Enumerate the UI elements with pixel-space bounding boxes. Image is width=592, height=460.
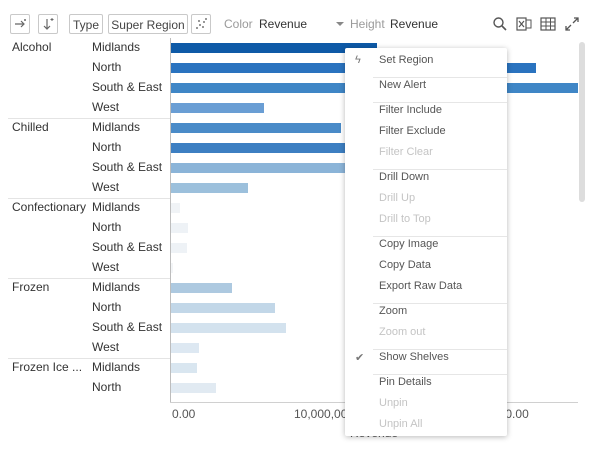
group-separator [8,118,170,119]
revenue-bar[interactable] [171,263,173,273]
menu-item-drill-to-top: Drill to Top [379,213,431,225]
region-label: South & East [92,240,163,254]
menu-item-new-alert[interactable]: New Alert [379,79,427,91]
menu-item-drill-down[interactable]: Drill Down [379,171,430,183]
color-label: Color [224,17,253,31]
table-view-icon[interactable] [539,15,557,33]
scatter-icon [196,18,207,29]
revenue-bar[interactable] [171,303,275,313]
toolbar: Type Super Region Color Revenue Height R… [0,0,592,44]
scatter-button[interactable] [191,14,211,34]
menu-separator [373,236,507,237]
region-label: West [92,180,120,194]
menu-item-filter-clear: Filter Clear [379,146,433,158]
menu-separator [373,77,507,78]
type-button[interactable]: Type [69,14,103,34]
checkmark-icon: ✔ [355,352,365,364]
menu-item-export-raw-data[interactable]: Export Raw Data [379,280,463,292]
excel-export-icon[interactable] [515,15,533,33]
category-label: Frozen [12,280,50,294]
menu-item-filter-include[interactable]: Filter Include [379,104,442,116]
region-label: South & East [92,80,163,94]
dropdown-arrow-icon[interactable] [331,15,349,33]
menu-separator [373,303,507,304]
revenue-bar[interactable] [171,243,187,253]
x-tick-0: 0.00 [172,407,196,421]
super-region-button[interactable]: Super Region [108,14,188,34]
group-separator [8,198,170,199]
menu-item-copy-image[interactable]: Copy Image [379,238,439,250]
region-label: West [92,340,120,354]
region-label: Midlands [92,120,141,134]
vertical-scrollbar[interactable] [579,42,585,202]
region-label: South & East [92,320,163,334]
menu-item-zoom-out: Zoom out [379,326,426,338]
type-label: Type [72,18,99,32]
region-label: North [92,60,122,74]
menu-separator [373,349,507,350]
region-label: North [92,140,122,154]
region-label: North [92,380,122,394]
revenue-bar[interactable] [171,223,188,233]
swap-axes-button[interactable] [10,14,30,34]
group-separator [8,278,170,279]
revenue-bar[interactable] [171,103,264,113]
height-label: Height [350,17,385,31]
expand-icon[interactable] [563,15,581,33]
color-value[interactable]: Revenue [259,17,308,31]
group-separator [8,358,170,359]
region-label: South & East [92,160,163,174]
revenue-bar[interactable] [171,43,377,53]
revenue-bar[interactable] [171,283,232,293]
region-label: North [92,300,122,314]
menu-separator [373,102,507,103]
revenue-bar[interactable] [171,123,341,133]
sort-icon [43,18,54,30]
search-icon[interactable] [491,15,509,33]
category-label: Confectionary [12,200,87,214]
revenue-bar[interactable] [171,163,420,173]
revenue-bar[interactable] [171,343,199,353]
menu-item-drill-up: Drill Up [379,192,416,204]
menu-item-unpin: Unpin [379,397,408,409]
region-label: Midlands [92,360,141,374]
lightning-icon: ϟ [355,54,361,66]
menu-separator [373,374,507,375]
category-label: Chilled [12,120,49,134]
region-label: Midlands [92,200,141,214]
revenue-bar[interactable] [171,183,248,193]
menu-item-pin-details[interactable]: Pin Details [379,376,432,388]
region-label: West [92,100,120,114]
revenue-bar[interactable] [171,383,216,393]
revenue-bar[interactable] [171,143,454,153]
revenue-bar[interactable] [171,323,286,333]
category-label: Alcohol [12,40,52,54]
context-menu: Set Region ϟ New Alert Filter Include Filter… [345,48,507,436]
menu-item-show-shelves[interactable]: Show Shelves [379,351,449,363]
menu-item-filter-exclude[interactable]: Filter Exclude [379,125,446,137]
sort-button[interactable] [38,14,58,34]
menu-item-set-region[interactable]: Set Region [379,54,434,66]
menu-item-unpin-all: Unpin All [379,418,423,430]
menu-item-zoom[interactable]: Zoom [379,305,408,317]
revenue-bar[interactable] [171,363,197,373]
revenue-bar[interactable] [171,203,180,213]
menu-item-copy-data[interactable]: Copy Data [379,259,431,271]
region-label: West [92,260,120,274]
super-region-label: Super Region [111,18,185,32]
height-value[interactable]: Revenue [390,17,439,31]
category-label: Frozen Ice ... [12,360,83,374]
region-label: Midlands [92,40,141,54]
swap-axes-icon [15,19,26,28]
region-label: North [92,220,122,234]
menu-separator [373,169,507,170]
region-label: Midlands [92,280,141,294]
y-axis-line [170,38,171,402]
